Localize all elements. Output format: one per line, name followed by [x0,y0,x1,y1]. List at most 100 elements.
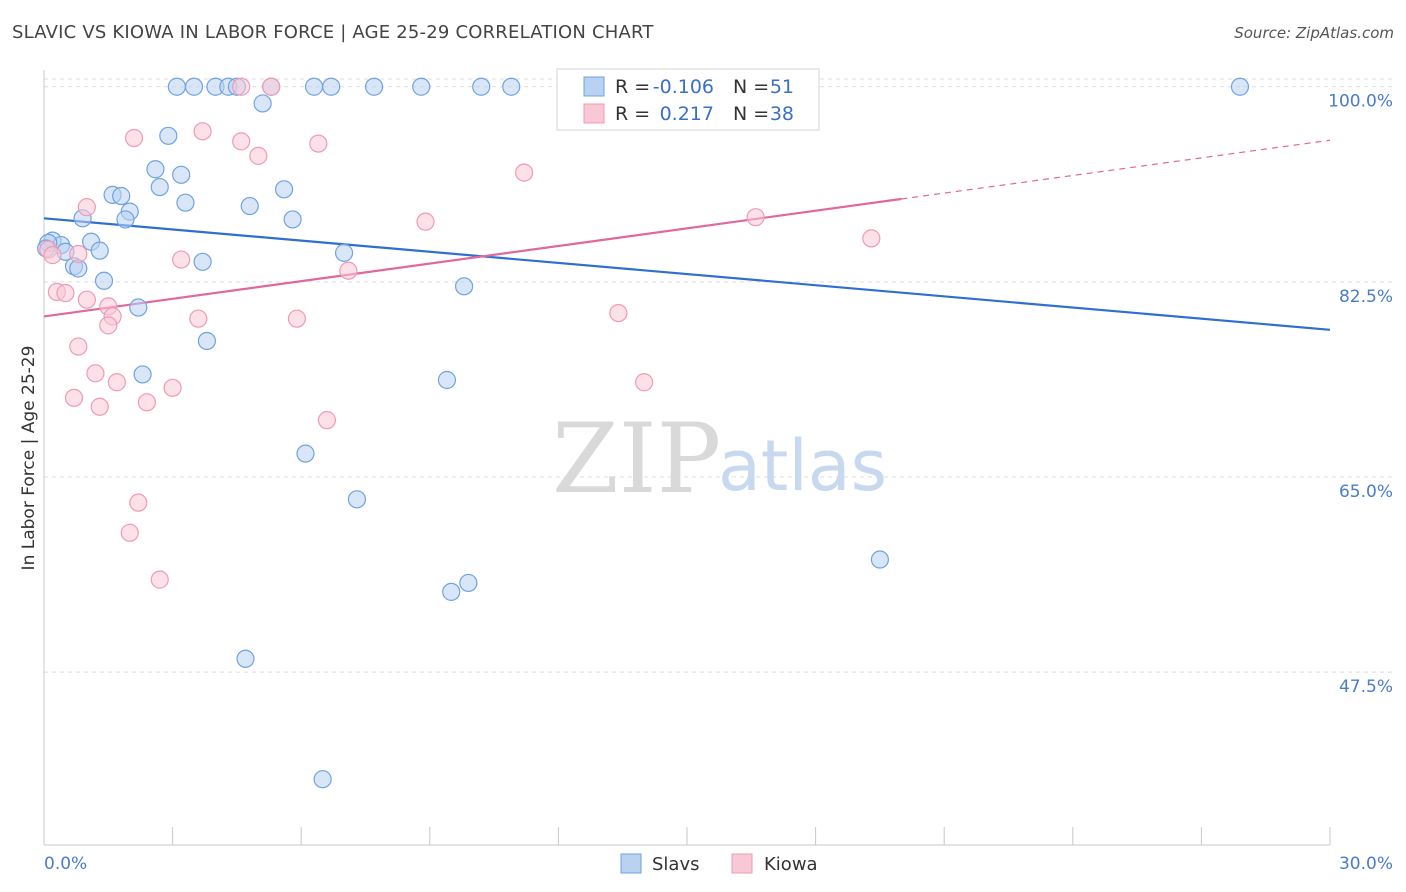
watermark-atlas: atlas [718,425,887,507]
slavs-point-17 [150,177,169,197]
kiowa-point-8 [77,198,96,217]
slavs-point-32 [334,243,354,262]
kiowa-point-21 [99,316,118,335]
slavs-point-7 [322,77,341,96]
kiowa-point-29 [137,393,156,412]
slavs-point-45 [459,573,478,593]
x-tick-label-1: 30.0% [1339,854,1393,874]
bottom-legend-swatch-slavs [620,853,642,874]
slavs-point-6 [304,77,324,96]
legend-r-value-kiowa: 0.217 [660,103,714,125]
y-tick-label-0: 100.0% [1328,92,1393,112]
bottom-legend: Slavs Kiowa [620,853,818,875]
kiowa-point-1 [262,77,281,96]
slavs-point-14 [159,126,178,145]
axes [43,70,1331,846]
slavs-point-9 [412,77,431,96]
legend-n-label-slavs: N = [733,76,769,98]
legend: R = -0.106 N = 51 R = 0.217 N = 38 [556,68,820,131]
kiowa-point-4 [232,132,251,151]
kiowa-point-28 [64,388,84,407]
slavs-point-38 [129,298,148,317]
y-tick-label-1: 82.5% [1339,287,1393,307]
slavs-point-16 [172,165,191,184]
slavs-point-46 [442,582,461,601]
kiowa-point-10 [746,208,765,227]
gridlines [44,78,1392,673]
legend-swatch-slavs [583,76,605,97]
kiowa-point-32 [129,493,148,512]
bottom-legend-label-slavs: Slavs [652,854,700,875]
slavs-point-47 [236,649,255,668]
kiowa-point-2 [193,122,212,141]
slavs-point-41 [437,370,457,390]
slavs-point-12 [1230,77,1250,96]
slavs-point-36 [94,271,114,290]
slavs-point-25 [116,210,135,229]
kiowa-point-30 [90,397,109,416]
slavs-point-15 [146,160,165,179]
slavs-point-1 [184,77,204,96]
chart-title: SLAVIC VS KIOWA IN LABOR FORCE | AGE 25-… [12,22,654,43]
legend-r-label-slavs: R = [615,76,650,98]
y-tick-label-2: 65.0% [1339,482,1393,502]
y-tick-label-3: 47.5% [1339,677,1393,697]
legend-r-value-slavs: -0.106 [653,76,714,98]
slavs-point-33 [193,252,212,271]
watermark-zip: ZIP [552,403,721,515]
kiowa-point-5 [309,134,328,153]
slavs-point-37 [454,277,474,296]
source-credit: Source: ZipAtlas.com [1234,24,1394,42]
kiowa-point-34 [150,570,169,589]
data-points [37,77,1250,789]
kiowa-point-13 [172,250,191,269]
watermark: ZIP atlas [552,403,887,515]
legend-n-value-slavs: 51 [770,76,794,98]
bottom-legend-label-kiowa: Kiowa [764,854,818,875]
bottom-legend-swatch-kiowa [731,853,753,874]
kiowa-point-3 [124,128,144,148]
slavs-point-44 [870,550,890,569]
kiowa-point-7 [515,163,534,182]
trend-line-slavs [43,217,1331,331]
legend-n-value-kiowa: 38 [770,103,794,125]
slavs-point-48 [313,770,332,789]
slavs-point-43 [347,490,367,509]
slavs-point-8 [364,77,384,96]
kiowa-point-16 [56,283,75,303]
kiowa-point-37 [77,290,96,309]
kiowa-point-0 [232,77,251,96]
trend-line-extension-kiowa [901,139,1331,200]
kiowa-point-14 [339,261,358,280]
legend-swatch-kiowa [583,103,605,124]
kiowa-point-22 [609,303,628,323]
legend-r-label-kiowa: R = [615,103,650,125]
kiowa-point-31 [317,411,337,430]
slavs-point-13 [253,94,272,113]
x-tick-labels: 0.0% 30.0% [44,854,1393,874]
slavs-point-20 [112,186,131,206]
slavs-point-31 [90,241,109,260]
kiowa-point-26 [163,378,182,397]
kiowa-point-6 [249,146,268,165]
kiowa-point-12 [69,244,88,264]
slavs-point-21 [176,193,195,212]
legend-n-label-kiowa: N = [733,103,769,125]
x-tick-label-0: 0.0% [44,854,87,874]
series-kiowa [39,77,881,589]
trend-lines [43,139,1331,331]
slavs-point-40 [133,365,152,384]
slavs-point-22 [240,196,259,216]
slavs-point-0 [167,77,186,96]
kiowa-point-19 [189,309,208,328]
kiowa-point-11 [862,229,881,248]
kiowa-point-24 [86,364,105,383]
y-axis-label: In Labor Force | Age 25-29 [19,346,39,571]
kiowa-point-36 [43,246,62,265]
slavs-point-11 [502,77,521,96]
slavs-point-18 [274,180,294,199]
kiowa-point-20 [287,309,307,328]
kiowa-point-9 [416,212,435,231]
kiowa-point-23 [69,337,88,356]
